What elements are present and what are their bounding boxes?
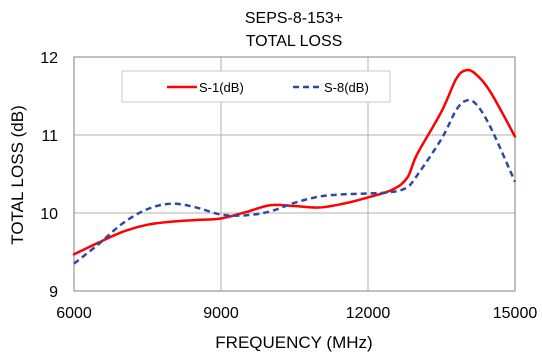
- x-axis-label: FREQUENCY (MHz): [215, 333, 372, 352]
- x-axis-ticks: 6000 9000 12000 15000: [56, 305, 537, 322]
- y-tick-label: 9: [49, 284, 58, 301]
- y-axis-ticks: 9 10 11 12: [40, 50, 58, 301]
- plot-area-frame: [73, 56, 516, 292]
- chart-title: SEPS-8-153+: [245, 10, 343, 27]
- legend-label-s1: S-1(dB): [199, 80, 244, 95]
- y-tick-label: 11: [41, 128, 58, 145]
- y-axis-label: TOTAL LOSS (dB): [8, 105, 27, 245]
- legend-box: [121, 70, 391, 103]
- x-tick-label: 15000: [493, 305, 538, 322]
- x-tick-label: 6000: [56, 305, 92, 322]
- x-tick-label: 9000: [203, 305, 239, 322]
- legend: S-1(dB) S-8(dB): [121, 70, 391, 103]
- x-tick-label: 12000: [346, 305, 391, 322]
- series-line-s-1-db: [72, 68, 517, 256]
- y-tick-label: 10: [40, 206, 58, 223]
- series-line-s-8-db: [73, 98, 517, 265]
- legend-label-s8: S-8(dB): [324, 80, 369, 95]
- y-tick-label: 12: [40, 50, 58, 67]
- chart-subtitle: TOTAL LOSS: [246, 33, 343, 50]
- series-layer: [72, 68, 517, 265]
